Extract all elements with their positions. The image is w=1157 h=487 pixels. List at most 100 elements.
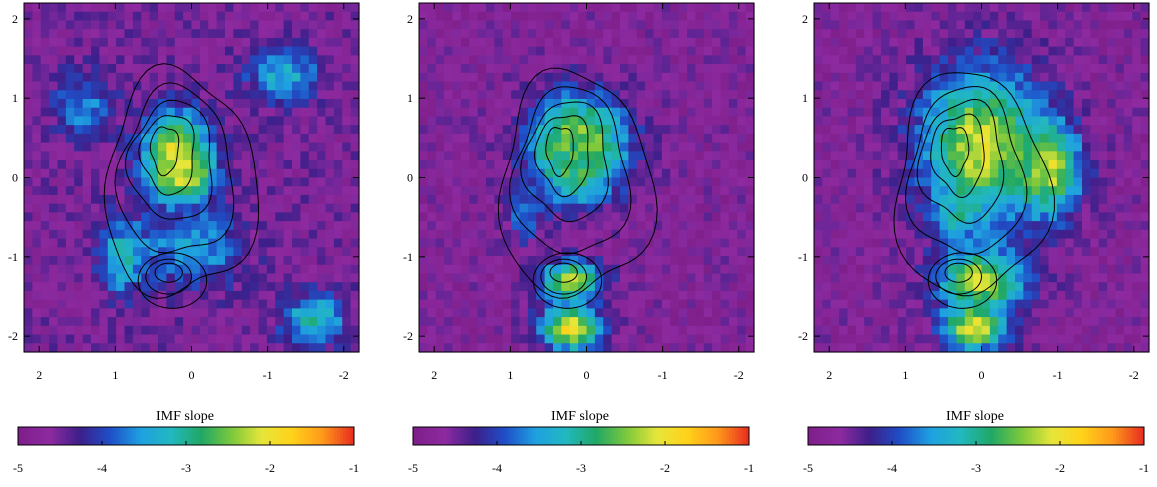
heatmap-cell [636, 186, 646, 196]
heatmap-cell [847, 90, 857, 100]
heatmap-cell [678, 55, 688, 65]
heatmap-cell [939, 72, 949, 83]
heatmap-cell [611, 299, 621, 309]
heatmap-cell [444, 46, 454, 56]
heatmap-cell [981, 177, 991, 187]
heatmap-cell [216, 194, 226, 205]
heatmap-cell [956, 90, 966, 100]
heatmap-cell [1031, 133, 1041, 144]
x-tick-label: 2 [431, 368, 437, 382]
heatmap-cell [939, 29, 949, 39]
heatmap-cell [906, 46, 916, 56]
heatmap-cell [864, 11, 874, 22]
heatmap-cell [40, 37, 50, 48]
heatmap-cell [149, 125, 159, 135]
heatmap-cell [477, 37, 487, 48]
heatmap-cell [174, 282, 184, 292]
heatmap-cell [241, 299, 251, 309]
heatmap-cell [989, 194, 999, 205]
heatmap-cell [636, 273, 646, 283]
heatmap-cell [350, 64, 360, 74]
heatmap-cell [1065, 325, 1075, 336]
heatmap-cell [964, 46, 974, 56]
heatmap-cell [645, 308, 655, 318]
heatmap-cell [973, 256, 983, 266]
heatmap-cell [266, 20, 276, 30]
heatmap-cell [494, 290, 504, 301]
heatmap-cell [116, 212, 126, 222]
heatmap-cell [678, 282, 688, 292]
heatmap-cell [419, 343, 428, 353]
heatmap-cell [645, 64, 655, 74]
heatmap-cell [981, 308, 991, 318]
heatmap-cell [1098, 3, 1108, 13]
heatmap-cell [1107, 125, 1117, 135]
heatmap-cell [1065, 308, 1075, 318]
heatmap-cell [636, 160, 646, 170]
heatmap-cell [444, 334, 454, 344]
heatmap-cell [141, 325, 151, 336]
heatmap-cell [931, 107, 941, 118]
heatmap-cell [822, 72, 832, 83]
heatmap-cell [855, 142, 865, 152]
heatmap-cell [728, 308, 738, 318]
heatmap-cell [199, 64, 209, 74]
heatmap-cell [661, 11, 671, 22]
heatmap-cell [998, 98, 1008, 109]
heatmap-cell [1040, 325, 1050, 336]
heatmap-cell [964, 317, 974, 327]
heatmap-cell [897, 247, 907, 257]
heatmap-cell [149, 20, 159, 30]
colorbar-swatch [600, 427, 604, 445]
heatmap-cell [569, 194, 579, 205]
heatmap-cell [116, 107, 126, 118]
heatmap-cell [1006, 343, 1016, 353]
colorbar-swatch [609, 427, 613, 445]
heatmap-cell [956, 20, 966, 30]
heatmap-cell [973, 98, 983, 109]
heatmap-cell [611, 168, 621, 179]
heatmap-cell [32, 317, 42, 327]
heatmap-cell [906, 282, 916, 292]
heatmap-cell [469, 334, 479, 344]
heatmap-cell [973, 203, 983, 213]
heatmap-cell [728, 264, 738, 275]
heatmap-cell [452, 55, 462, 65]
heatmap-cell [32, 264, 42, 275]
heatmap-cell [283, 238, 293, 248]
heatmap-cell [233, 3, 243, 13]
heatmap-cell [578, 55, 588, 65]
heatmap-cell [670, 325, 680, 336]
heatmap-cell [703, 334, 713, 344]
heatmap-cell [989, 46, 999, 56]
heatmap-cell [1082, 3, 1091, 13]
heatmap-cell [839, 177, 849, 187]
heatmap-cell [948, 247, 957, 257]
heatmap-cell [419, 133, 428, 144]
heatmap-cell [292, 325, 301, 336]
heatmap-cell [931, 11, 941, 22]
heatmap-cell [661, 308, 671, 318]
heatmap-cell [124, 11, 134, 22]
heatmap-cell [603, 264, 613, 275]
y-tick-label: 2 [12, 12, 18, 26]
heatmap-cell [107, 37, 117, 48]
heatmap-cell [444, 308, 454, 318]
heatmap-cell [444, 142, 454, 152]
heatmap-cell [712, 264, 722, 275]
heatmap-cell [141, 299, 151, 309]
heatmap-cell [830, 98, 840, 109]
colorbar-swatch [415, 427, 420, 445]
heatmap-cell [822, 308, 832, 318]
heatmap-cell [720, 168, 730, 179]
heatmap-cell [116, 299, 126, 309]
heatmap-cell [91, 273, 100, 283]
heatmap-cell [981, 317, 991, 327]
heatmap-cell [283, 221, 293, 231]
heatmap-cell [906, 194, 916, 205]
heatmap-cell [728, 72, 738, 83]
heatmap-cell [124, 151, 134, 161]
heatmap-cell [40, 133, 50, 144]
heatmap-cell [611, 186, 621, 196]
heatmap-cell [233, 90, 243, 100]
